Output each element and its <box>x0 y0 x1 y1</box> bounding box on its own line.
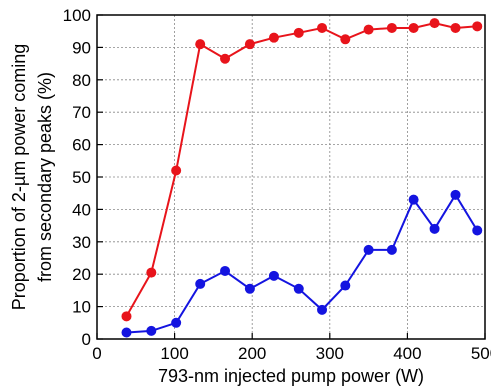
series-1-point <box>429 18 440 29</box>
series-line-1 <box>125 22 478 317</box>
series-2-point <box>340 280 351 291</box>
series-2-point <box>429 223 440 234</box>
y-tick-label: 30 <box>72 233 91 252</box>
series-2-point <box>121 327 132 338</box>
x-tick-label: 400 <box>393 344 421 363</box>
series-2-point <box>195 278 206 289</box>
series-2-point <box>220 265 231 276</box>
series-2-point <box>146 325 157 336</box>
series-1-point <box>121 311 132 322</box>
y-tick-label: 20 <box>72 265 91 284</box>
series-1-point <box>268 32 279 43</box>
x-tick-label: 500 <box>471 344 491 363</box>
series-1-point <box>195 39 206 50</box>
x-tick-label: 0 <box>92 344 101 363</box>
series-1-point <box>386 22 397 33</box>
ticks: 0 100 200 300 400 500 0 10 20 30 40 50 60 70 80 90 100 <box>63 6 491 363</box>
x-tick-label: 200 <box>238 344 266 363</box>
series-2-point <box>472 225 483 236</box>
series-line-2 <box>126 192 479 334</box>
series-1-point <box>363 24 374 35</box>
series-1-point <box>171 165 182 176</box>
y-tick-label: 0 <box>82 330 91 349</box>
series-1-point <box>472 21 483 32</box>
y-axis-title-line-2: from secondary peaks (%) <box>35 72 55 282</box>
y-tick-label: 100 <box>63 6 91 25</box>
series-2-point <box>244 283 255 294</box>
y-axis-title-line-1: Proportion of 2-µm power coming <box>9 44 29 310</box>
series-1-point <box>450 22 461 33</box>
series-1-point <box>340 34 351 45</box>
series-1-point <box>293 27 304 38</box>
y-tick-label: 10 <box>72 298 91 317</box>
series-2-point <box>363 244 374 255</box>
series-1-point <box>244 39 255 50</box>
series-2-point <box>171 317 182 328</box>
x-axis-title: 793-nm injected pump power (W) <box>158 366 424 386</box>
series-1-point <box>146 267 157 278</box>
grid <box>97 15 485 339</box>
x-tick-label: 100 <box>160 344 188 363</box>
series-2-point <box>293 283 304 294</box>
y-tick-label: 80 <box>72 71 91 90</box>
y-tick-label: 50 <box>72 168 91 187</box>
series-1-point <box>408 22 419 33</box>
y-tick-label: 90 <box>72 38 91 57</box>
series-2-point <box>408 194 419 205</box>
y-tick-label: 40 <box>72 200 91 219</box>
series-1-point <box>317 22 328 33</box>
series-2-point <box>450 189 461 200</box>
y-tick-label: 60 <box>72 136 91 155</box>
x-tick-label: 300 <box>316 344 344 363</box>
series-2-point <box>386 244 397 255</box>
series-2-point <box>268 270 279 281</box>
series-1-point <box>220 53 231 64</box>
series-layer <box>121 18 483 338</box>
y-tick-label: 70 <box>72 103 91 122</box>
series-2-point <box>317 304 328 315</box>
